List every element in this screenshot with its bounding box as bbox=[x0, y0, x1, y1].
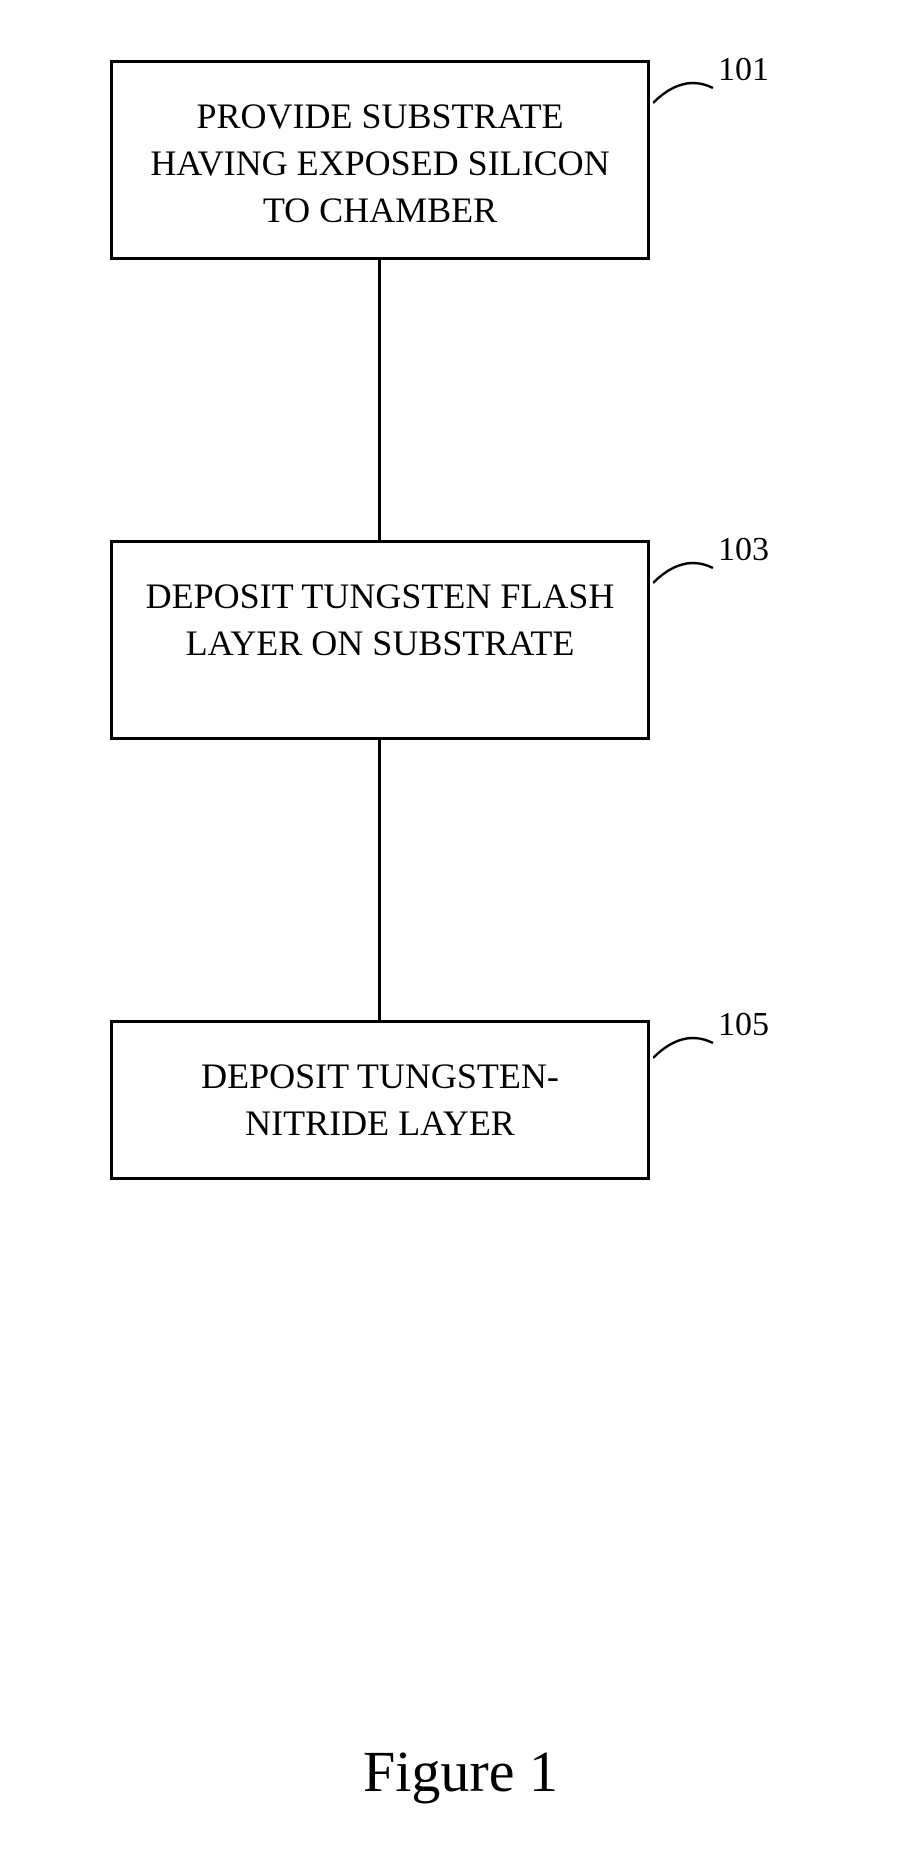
box-label-3: 105 bbox=[718, 1006, 769, 1044]
flow-box-2-text: DEPOSIT TUNGSTEN FLASH LAYER ON SUBSTRAT… bbox=[133, 573, 627, 667]
figure-caption: Figure 1 bbox=[0, 1738, 921, 1805]
connector-1 bbox=[378, 260, 381, 540]
flow-box-3-text: DEPOSIT TUNGSTEN-NITRIDE LAYER bbox=[133, 1053, 627, 1147]
flowchart-container: PROVIDE SUBSTRATE HAVING EXPOSED SILICON… bbox=[110, 60, 810, 1180]
box-label-1: 101 bbox=[718, 51, 769, 89]
flow-box-1: PROVIDE SUBSTRATE HAVING EXPOSED SILICON… bbox=[110, 60, 650, 260]
flow-box-2: DEPOSIT TUNGSTEN FLASH LAYER ON SUBSTRAT… bbox=[110, 540, 650, 740]
flow-box-3: DEPOSIT TUNGSTEN-NITRIDE LAYER 105 bbox=[110, 1020, 650, 1180]
flow-box-1-text: PROVIDE SUBSTRATE HAVING EXPOSED SILICON… bbox=[133, 93, 627, 233]
box-label-2: 103 bbox=[718, 531, 769, 569]
connector-2 bbox=[378, 740, 381, 1020]
